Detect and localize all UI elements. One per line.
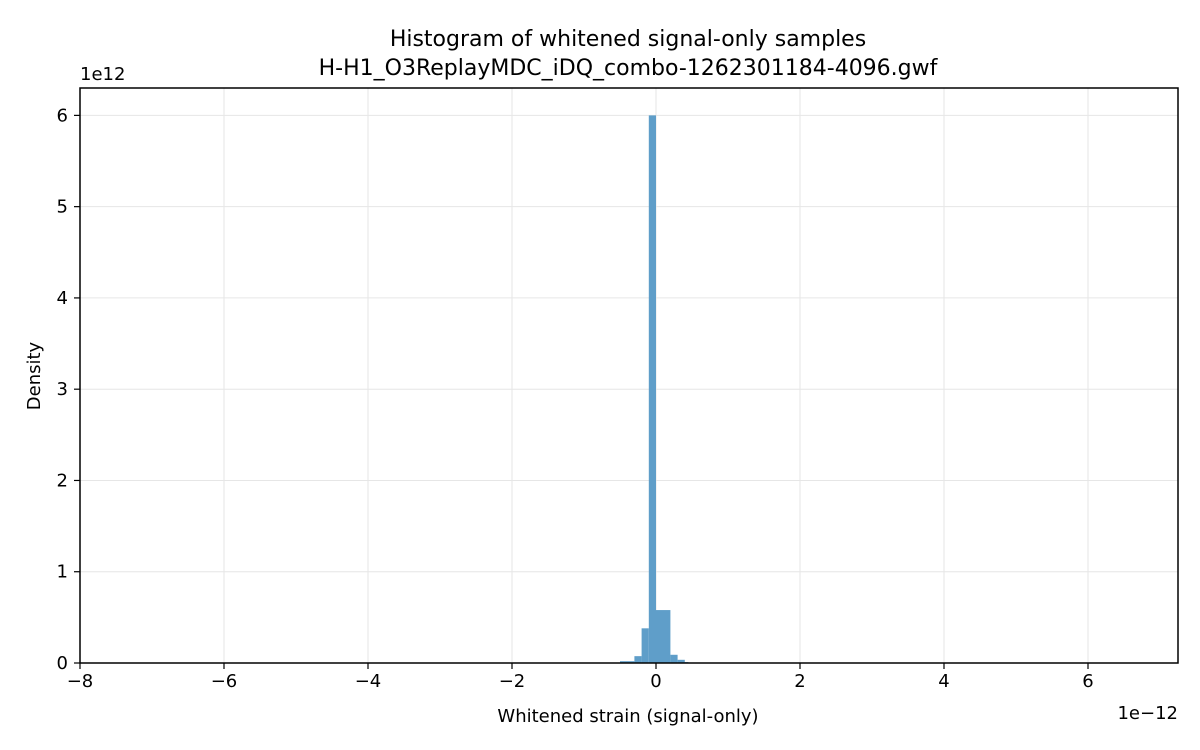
chart-subtitle: H-H1_O3ReplayMDC_iDQ_combo-1262301184-40… <box>319 56 939 81</box>
y-tick-label: 2 <box>57 470 68 491</box>
y-tick-label: 1 <box>57 562 68 583</box>
y-tick-label: 4 <box>57 288 68 309</box>
grid-lines <box>80 88 1178 663</box>
y-tick-label: 3 <box>57 379 68 400</box>
histogram-bars <box>620 115 689 663</box>
x-tick-label: −6 <box>211 671 238 692</box>
y-axis-ticks: 0 1 2 3 4 5 6 <box>57 105 80 674</box>
x-tick-label: 2 <box>794 671 805 692</box>
x-tick-label: 4 <box>938 671 949 692</box>
x-tick-label: −2 <box>499 671 526 692</box>
x-axis-label: Whitened strain (signal-only) <box>497 706 758 727</box>
x-axis-ticks: −8 −6 −4 −2 0 2 4 6 <box>67 663 1094 692</box>
histogram-bar <box>648 115 656 663</box>
y-tick-label: 6 <box>57 105 68 126</box>
x-tick-label: −8 <box>67 671 94 692</box>
plot-area-frame <box>79 87 1179 664</box>
chart-title: Histogram of whitened signal-only sample… <box>390 27 866 52</box>
y-tick-label: 0 <box>57 653 68 674</box>
histogram-bar <box>641 628 649 663</box>
x-axis-offset-label: 1e−12 <box>1117 703 1178 724</box>
y-tick-label: 5 <box>57 197 68 218</box>
x-tick-label: 0 <box>650 671 661 692</box>
histogram-bar <box>656 610 671 663</box>
x-tick-label: 6 <box>1082 671 1093 692</box>
histogram-bar <box>670 654 678 663</box>
y-axis-offset-label: 1e12 <box>80 64 125 85</box>
x-tick-label: −4 <box>355 671 382 692</box>
histogram-bar <box>634 656 642 663</box>
y-axis-label: Density <box>24 341 45 410</box>
histogram-bar <box>677 659 685 663</box>
histogram-bar <box>620 661 635 663</box>
